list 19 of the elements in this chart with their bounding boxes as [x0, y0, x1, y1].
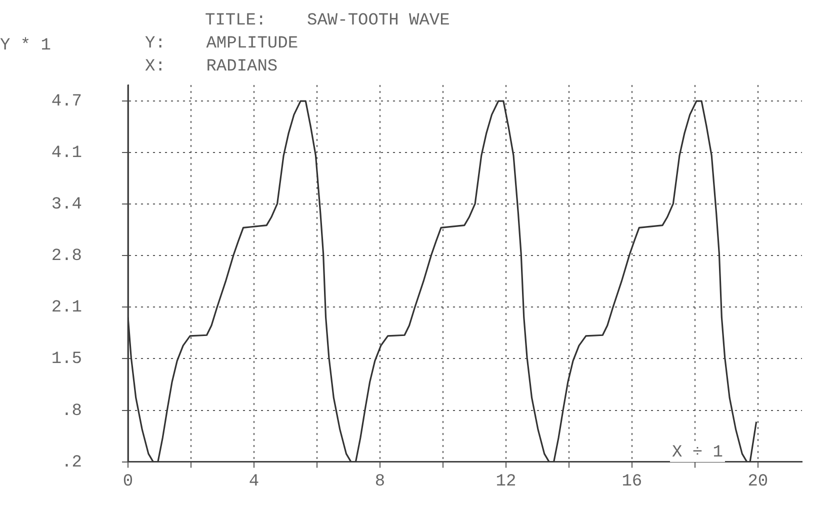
y-tick-label: 4.7: [51, 92, 82, 112]
y-tick-label: 2.1: [51, 298, 82, 318]
chart-title: TITLE: SAW-TOOTH WAVE: [205, 12, 450, 30]
annotation: X ÷ 1: [672, 444, 724, 462]
y-tick-label: 2.8: [51, 247, 82, 266]
x-tick-label: 4: [248, 472, 260, 492]
x-tick-label: 16: [622, 472, 642, 492]
y-tick-label: 1.5: [51, 350, 82, 370]
y-tick-label: 3.4: [51, 196, 82, 215]
x-tick-label: 12: [496, 472, 516, 492]
x-tick-label: 8: [374, 472, 386, 492]
text: Y * 1: [0, 36, 52, 56]
x-axis-title: X: RADIANS: [145, 58, 278, 76]
x-tick-label: 0: [122, 472, 134, 492]
y-tick-label: .8: [62, 402, 82, 421]
y-tick-label: .2: [62, 453, 82, 472]
y-axis-title: Y: AMPLITUDE: [145, 34, 298, 54]
x-tick-label: 20: [748, 472, 768, 492]
y-tick-label: 4.1: [51, 144, 82, 164]
